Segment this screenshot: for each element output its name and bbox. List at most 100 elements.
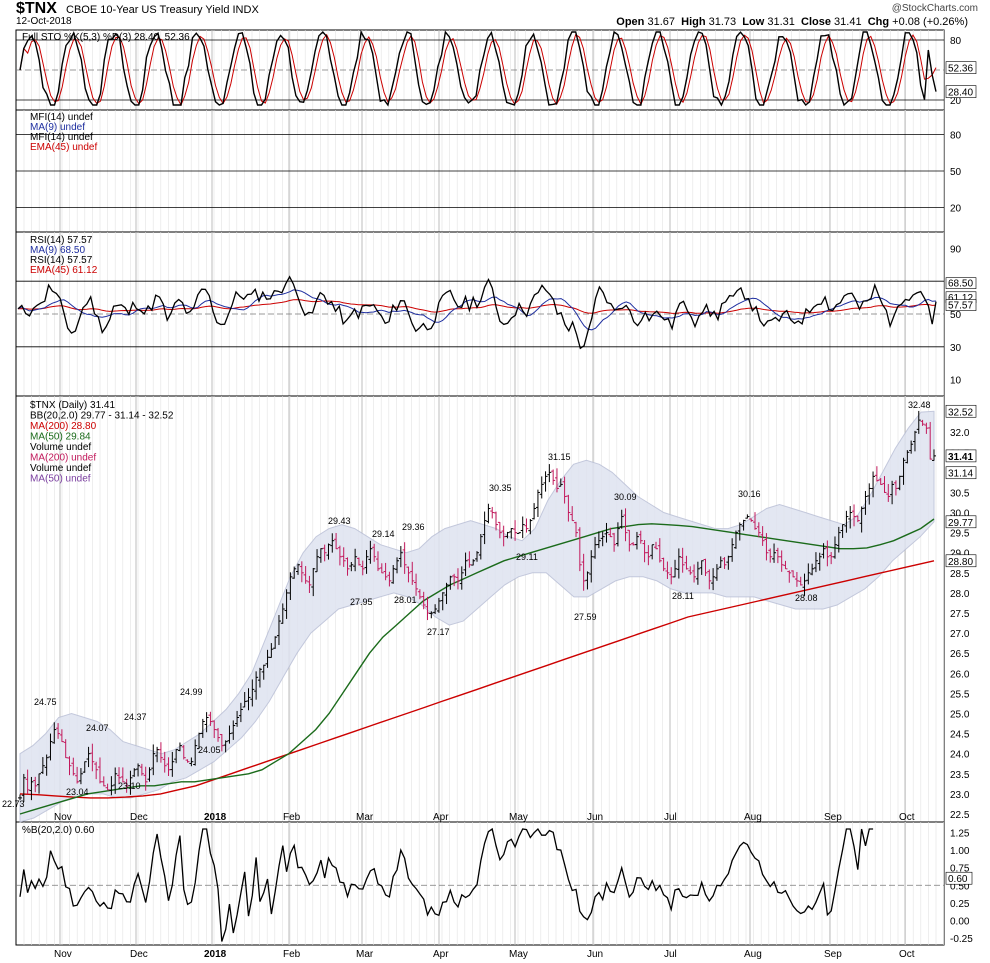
price-xtick-label: Jun	[587, 812, 603, 823]
copyright-watermark: @StockCharts.com	[891, 3, 978, 14]
price-tag-close	[945, 449, 977, 463]
pb-xtick-label: Oct	[899, 949, 915, 960]
low-value: 31.31	[767, 16, 795, 28]
pb-tag-value: 0.60	[948, 874, 968, 885]
pb-axis-label: 0.50	[950, 881, 970, 892]
price-annotation: 24.99	[180, 687, 203, 697]
sto-k-line	[19, 29, 937, 107]
price-annotation: 24.37	[124, 712, 147, 722]
pb-tag	[945, 871, 973, 885]
price-legend-item: MA(50) 29.84	[30, 432, 91, 443]
high-label: High	[681, 16, 706, 28]
price-xtick-label: Mar	[356, 812, 374, 823]
mfi-legend-item: MA(9) undef	[30, 122, 85, 133]
rsi-axis-label: 30	[950, 343, 962, 354]
price-axis-label: 23.0	[950, 790, 970, 801]
price-xtick-label: Oct	[899, 812, 915, 823]
sto-legend: Full STO %K(5,3) %D(3) 28.40, 52.36	[22, 32, 190, 43]
rsi-axis-label: 50	[950, 310, 962, 321]
pb-xtick-label: 2018	[204, 949, 227, 960]
close-label: Close	[801, 16, 831, 28]
bollinger-band	[19, 410, 935, 823]
low-label: Low	[742, 16, 765, 28]
price-annotation: 29.36	[402, 522, 425, 532]
price-annotation: 28.01	[394, 595, 417, 605]
price-legend-item: $TNX (Daily) 31.41	[30, 400, 115, 411]
rsi-tag	[945, 277, 977, 289]
pb-xtick-label: Nov	[54, 949, 72, 960]
price-axis-label: 29.0	[950, 549, 970, 560]
price-annotation: 28.08	[795, 593, 818, 603]
price-xtick-label: Nov	[54, 812, 72, 823]
price-annotation: 23.04	[66, 787, 89, 797]
pb-xtick-label: Feb	[283, 949, 301, 960]
rsi-line	[17, 275, 937, 350]
instrument-name: CBOE 10-Year US Treasury Yield INDX	[66, 4, 259, 16]
price-annotation: 24.07	[86, 723, 109, 733]
price-annotation: 27.59	[574, 612, 597, 622]
price-legend-item: MA(50) undef	[30, 474, 91, 485]
price-tag-ma200	[945, 554, 977, 568]
pb-axis-label: 1.00	[950, 846, 970, 857]
price-annotation: 29.43	[328, 516, 351, 526]
price-annotation: 23.10	[118, 781, 141, 791]
price-axis-label: 22.5	[950, 810, 970, 821]
mfi-legend-item: MFI(14) undef	[30, 132, 93, 143]
rsi-axis-label: 90	[950, 244, 962, 255]
sto-k-tag	[945, 85, 977, 98]
mfi-legend-item: EMA(45) undef	[30, 142, 97, 153]
price-tag-value-close: 31.41	[948, 452, 973, 463]
price-axis-label: 32.0	[950, 428, 970, 439]
price-axis-label: 26.0	[950, 669, 970, 680]
sto-d-value: 52.36	[948, 64, 973, 75]
rsi-tag-value: 61.12	[948, 293, 973, 304]
sto-axis-label: 20	[950, 96, 962, 107]
rsi-tag-value: 57.57	[948, 301, 973, 312]
price-tag-value-bb_middle: 31.14	[948, 469, 973, 480]
pb-axis-label: 0.75	[950, 864, 970, 875]
chg-value: +0.08 (+0.26%)	[892, 16, 968, 28]
price-axis-label: 29.5	[950, 529, 970, 540]
pb-xtick-label: Sep	[824, 949, 842, 960]
price-axis-label: 30.5	[950, 488, 970, 499]
price-tag-value-ma200: 28.80	[948, 557, 973, 568]
open-label: Open	[616, 16, 645, 28]
rsi-legend-item: RSI(14) 57.57	[30, 235, 93, 246]
rsi-axis-label: 10	[950, 376, 962, 387]
price-xtick-label: Jul	[664, 812, 677, 823]
price-axis-label: 25.5	[950, 689, 970, 700]
rsi-legend-item: MA(9) 68.50	[30, 245, 85, 256]
price-axis-label: 30.0	[950, 509, 970, 520]
price-axis-label: 28.5	[950, 569, 970, 580]
rsi-tag	[945, 299, 977, 311]
pb-xtick-label: Jul	[664, 949, 677, 960]
mfi-axis-label: 50	[950, 167, 962, 178]
price-axis-label: 25.0	[950, 709, 970, 720]
pb-line	[19, 827, 874, 942]
price-axis-label: 28.0	[950, 589, 970, 600]
pb-axis-label: -0.25	[950, 934, 973, 945]
price-annotation: 32.48	[908, 400, 931, 410]
price-axis-label: 27.0	[950, 629, 970, 640]
pb-xtick-label: Aug	[744, 949, 762, 960]
rsi-legend-item: RSI(14) 57.57	[30, 255, 93, 266]
pb-xtick-label: Jun	[587, 949, 603, 960]
mfi-axis-label: 80	[950, 130, 962, 141]
ma50-line	[19, 518, 935, 815]
pb-legend: %B(20,2.0) 0.60	[22, 825, 95, 836]
ma200-line	[19, 560, 935, 799]
mfi-legend-item: MFI(14) undef	[30, 112, 93, 123]
rsi-legend-item: EMA(45) 61.12	[30, 265, 98, 276]
mfi-axis-label: 20	[950, 204, 962, 215]
pb-axis-label: 0.00	[950, 916, 970, 927]
price-legend-item: Volume undef	[30, 442, 91, 453]
price-annotation: 30.16	[738, 489, 761, 499]
sto-d-tag	[945, 61, 977, 74]
price-xtick-label: Dec	[130, 812, 148, 823]
pb-xtick-label: May	[509, 949, 528, 960]
pb-xtick-label: Apr	[433, 949, 449, 960]
price-annotation: 27.17	[427, 627, 450, 637]
price-tag-value-bb_upper: 32.52	[948, 407, 973, 418]
pb-xtick-label: Mar	[356, 949, 374, 960]
